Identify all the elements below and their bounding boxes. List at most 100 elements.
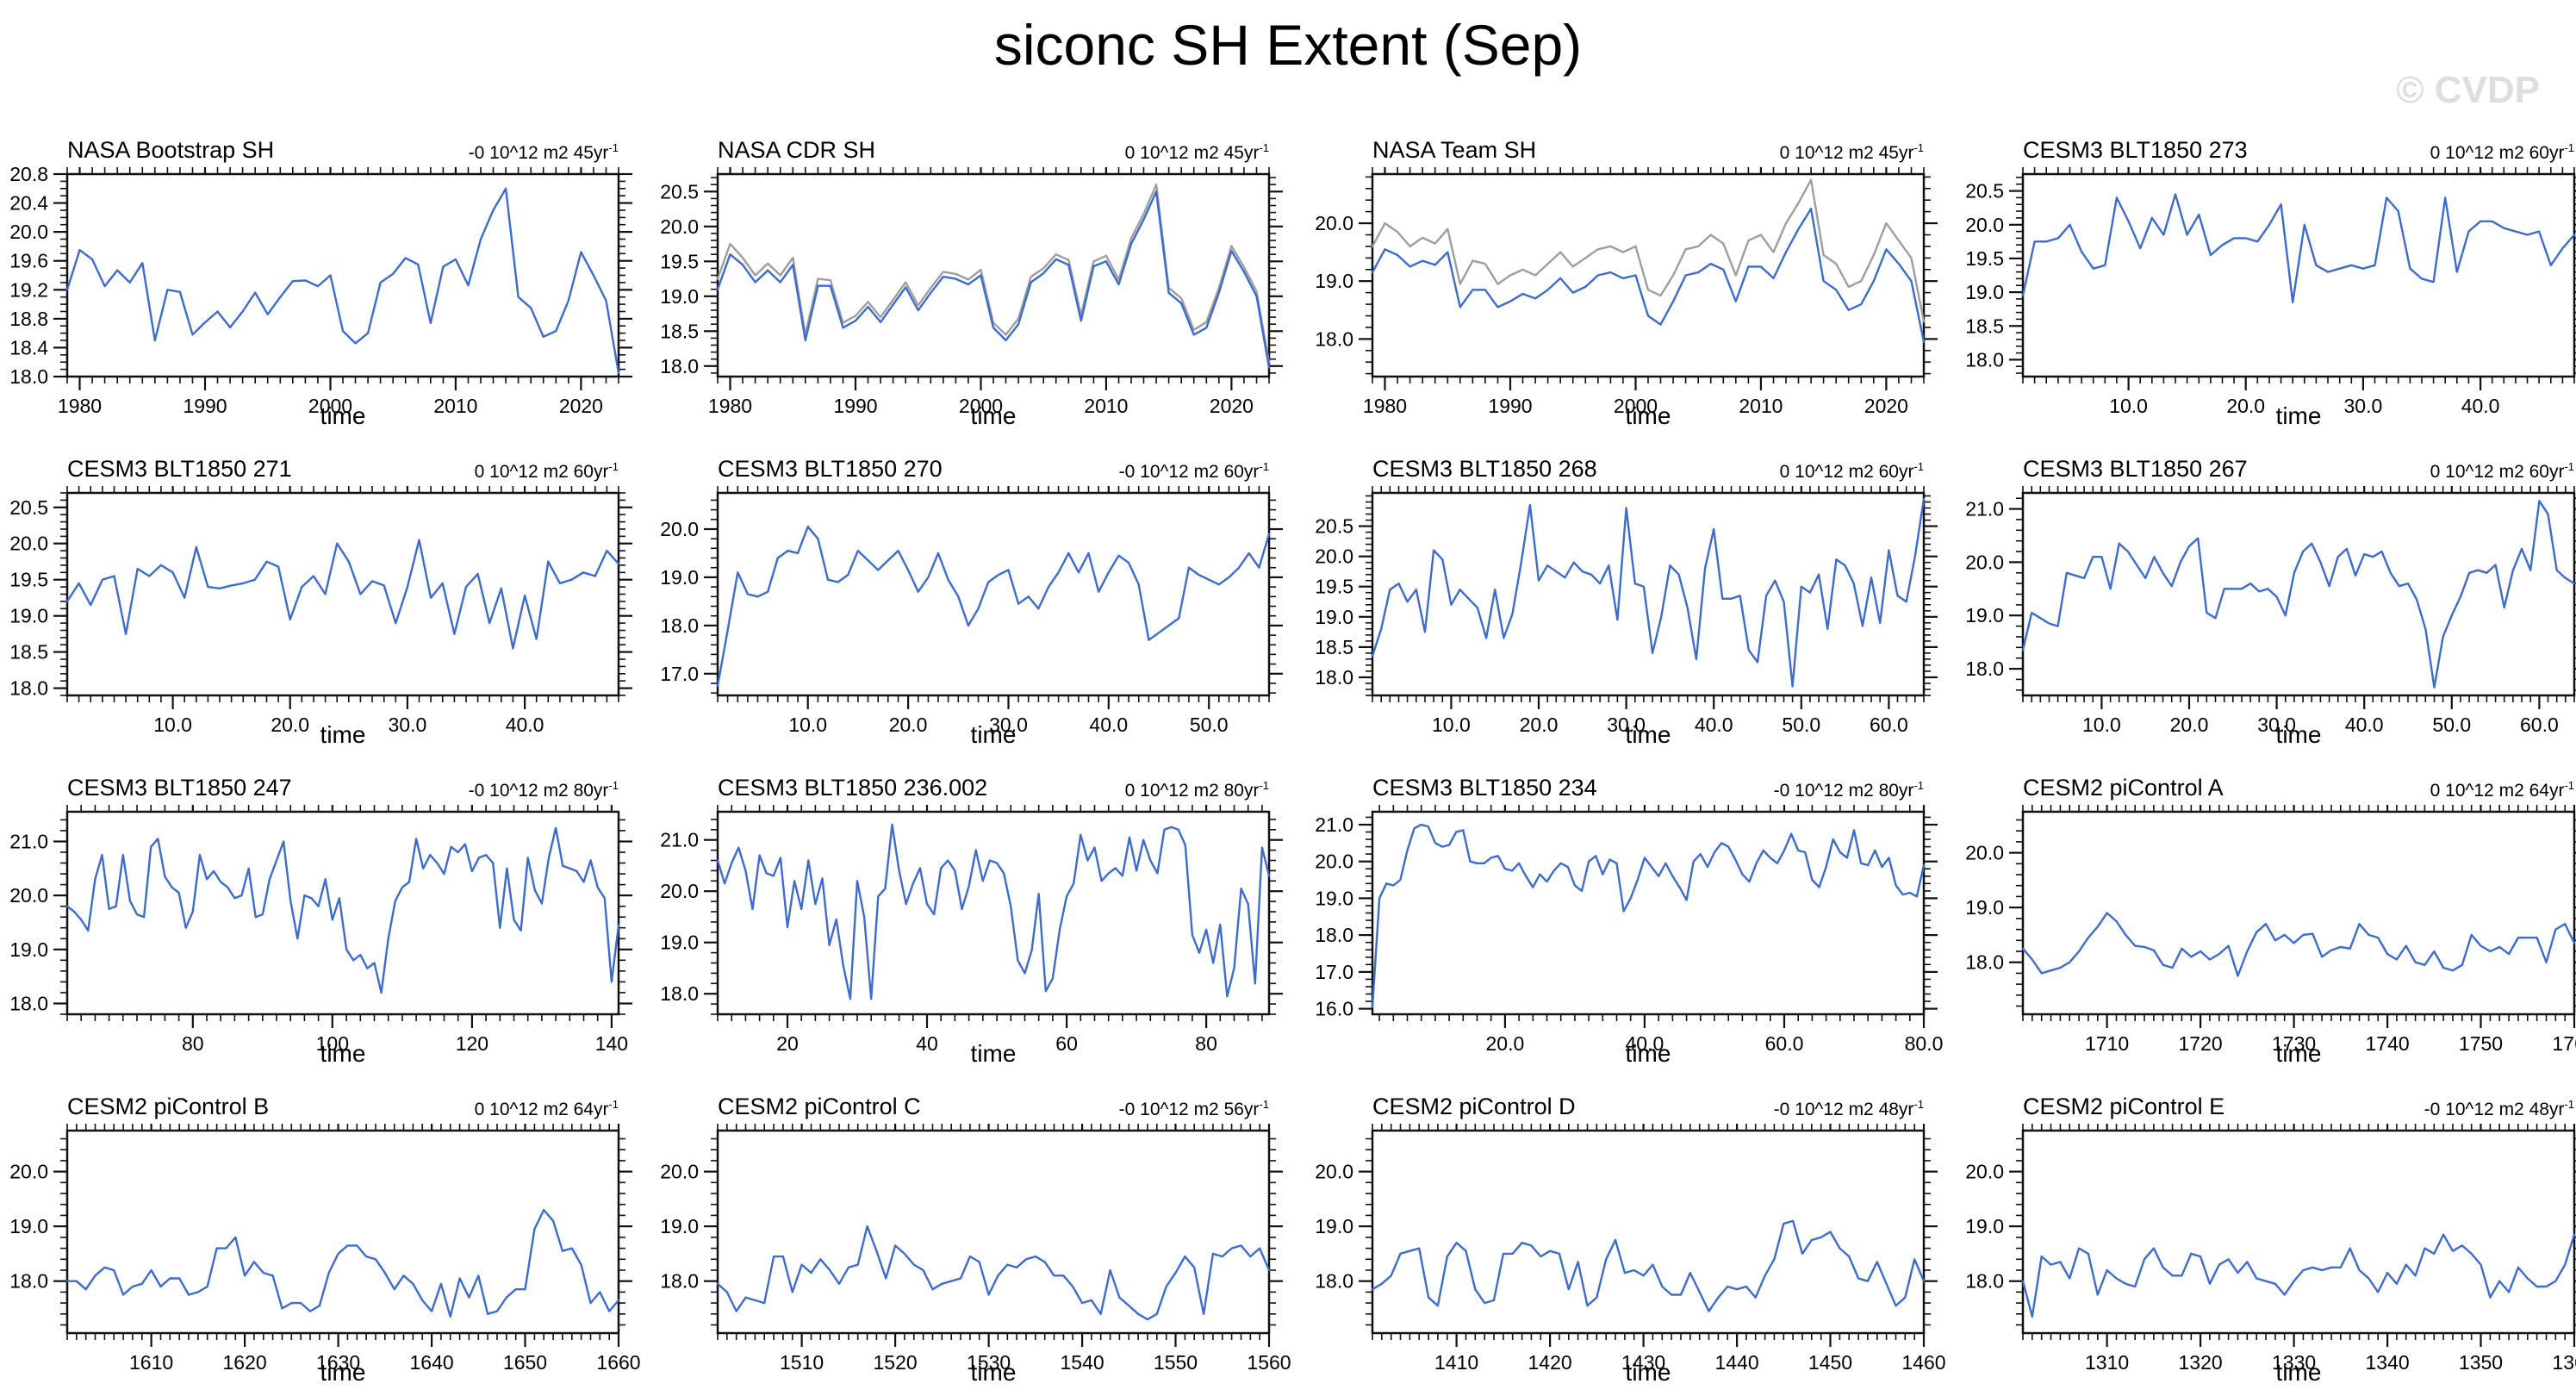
y-tick-label: 18.8 xyxy=(9,308,48,330)
trend-exponent: -1 xyxy=(1913,141,1924,154)
trend-exponent: -1 xyxy=(1259,1098,1269,1111)
trend-value: 0 10^12 m2 60yr xyxy=(2430,143,2565,163)
x-tick-label: 40.0 xyxy=(1626,1032,1664,1055)
panel-plot: 1980 1990 2000 2010 2020 18.0 18.5 19.0 19.5 20.0… xyxy=(660,167,1283,429)
x-tick-label: 1510 xyxy=(780,1351,824,1374)
y-tick-label: 18.5 xyxy=(9,641,48,664)
x-tick-label: 1360 xyxy=(2552,1351,2576,1374)
y-tick-label: 18.0 xyxy=(660,1270,699,1293)
x-tick-label: 1990 xyxy=(183,395,227,417)
x-axis-title: time xyxy=(320,1359,366,1386)
panel-trend-label: 0 10^12 m2 60yr-1 xyxy=(2430,460,2574,483)
x-tick-label: 20 xyxy=(776,1032,799,1055)
y-tick-label: 20.0 xyxy=(1315,1161,1353,1183)
panel-plot: 1710 1720 1730 1740 1750 1760 18.0 19.0 20.0 time xyxy=(1965,805,2576,1067)
x-tick-label: 20.0 xyxy=(1520,714,1559,736)
y-tick-label: 19.5 xyxy=(1315,576,1353,598)
chart-panel: CESM2 piControl D -0 10^12 m2 48yr-1 1410 1… xyxy=(1305,1086,1949,1396)
y-tick-label: 19.0 xyxy=(1965,896,2004,919)
y-tick-label: 20.0 xyxy=(660,215,699,238)
panel-title: CESM2 piControl C xyxy=(718,1094,921,1119)
panel-title: CESM3 BLT1850 271 xyxy=(67,456,292,482)
x-tick-label: 2020 xyxy=(1864,395,1908,417)
series-line xyxy=(1371,208,1926,343)
x-tick-label: 30.0 xyxy=(2344,395,2383,417)
y-tick-label: 19.5 xyxy=(9,569,48,591)
trend-exponent: -1 xyxy=(608,779,619,792)
y-tick-label: 19.0 xyxy=(9,605,48,627)
panel-title: NASA Team SH xyxy=(1372,137,1537,163)
x-tick-label: 1560 xyxy=(1247,1351,1291,1374)
y-tick-label: 20.0 xyxy=(9,533,48,555)
panel-trend-label: 0 10^12 m2 45yr-1 xyxy=(1125,141,1269,164)
y-tick-label: 18.0 xyxy=(660,982,699,1005)
trend-exponent: -1 xyxy=(1913,460,1924,473)
x-tick-label: 1540 xyxy=(1061,1351,1104,1374)
series-line xyxy=(1371,1219,1926,1312)
x-tick-label: 2000 xyxy=(1614,395,1658,417)
y-tick-label: 18.5 xyxy=(1965,315,2004,337)
y-tick-label: 19.0 xyxy=(1965,604,2004,626)
x-axis-title: time xyxy=(971,721,1017,748)
x-axis-title: time xyxy=(320,1040,366,1067)
panel-trend-label: -0 10^12 m2 56yr-1 xyxy=(1119,1098,1269,1120)
y-tick-label: 20.0 xyxy=(1965,551,2004,573)
x-tick-label: 1320 xyxy=(2179,1351,2223,1374)
y-tick-label: 20.0 xyxy=(1315,851,1353,873)
y-tick-label: 21.0 xyxy=(9,831,48,853)
x-tick-label: 20.0 xyxy=(2226,395,2265,417)
y-tick-label: 19.0 xyxy=(660,285,699,308)
y-tick-label: 18.0 xyxy=(1965,348,2004,371)
x-tick-label: 1740 xyxy=(2366,1032,2410,1055)
trend-exponent: -1 xyxy=(608,460,619,473)
series-line xyxy=(2021,1233,2576,1318)
trend-value: 0 10^12 m2 45yr xyxy=(1124,143,1260,163)
y-tick-label: 19.5 xyxy=(1965,247,2004,270)
trend-exponent: -1 xyxy=(2564,779,2574,792)
series-line xyxy=(716,184,1271,365)
panel-trend-label: 0 10^12 m2 64yr-1 xyxy=(475,1098,619,1120)
x-axis-title: time xyxy=(2276,402,2322,429)
x-tick-label: 1990 xyxy=(1488,395,1532,417)
x-tick-label: 2020 xyxy=(559,395,603,417)
series-line xyxy=(716,190,1271,369)
x-tick-label: 1750 xyxy=(2459,1032,2503,1055)
series-line xyxy=(716,823,1271,1000)
y-tick-label: 20.5 xyxy=(1315,515,1353,538)
x-tick-label: 1650 xyxy=(503,1351,547,1374)
panel-plot: 10.0 20.0 30.0 40.0 18.0 18.5 19.0 19.5 20.0 20.5… xyxy=(1965,167,2576,429)
y-tick-label: 19.0 xyxy=(9,1215,48,1237)
x-tick-label: 1710 xyxy=(2085,1032,2129,1055)
x-axis-title: time xyxy=(2276,1040,2322,1067)
x-tick-label: 10.0 xyxy=(153,714,192,736)
series-line xyxy=(1371,823,1926,1008)
chart-panel: CESM3 BLT1850 236.002 0 10^12 m2 80yr-1 20… xyxy=(650,767,1294,1086)
x-tick-label: 30.0 xyxy=(1607,714,1646,736)
x-tick-label: 2010 xyxy=(1739,395,1783,417)
y-tick-label: 20.0 xyxy=(660,1161,699,1183)
trend-value: -0 10^12 m2 60yr xyxy=(1118,462,1260,482)
x-axis-title: time xyxy=(320,721,366,748)
chart-panel: CESM3 BLT1850 273 0 10^12 m2 60yr-1 10.0 20… xyxy=(1956,129,2576,448)
x-tick-label: 10.0 xyxy=(788,714,827,736)
trend-exponent: -1 xyxy=(1259,460,1269,473)
trend-value: -0 10^12 m2 80yr xyxy=(468,781,609,801)
y-tick-label: 18.0 xyxy=(9,365,48,388)
x-tick-label: 1640 xyxy=(410,1351,454,1374)
x-tick-label: 2020 xyxy=(1210,395,1254,417)
y-tick-label: 17.0 xyxy=(660,663,699,685)
x-tick-label: 1980 xyxy=(58,395,102,417)
x-tick-label: 2010 xyxy=(433,395,477,417)
y-tick-label: 18.5 xyxy=(1315,636,1353,658)
x-tick-label: 1340 xyxy=(2366,1351,2410,1374)
y-tick-label: 20.0 xyxy=(9,1161,48,1183)
x-tick-label: 60.0 xyxy=(2520,714,2559,736)
x-tick-label: 60.0 xyxy=(1870,714,1908,736)
panel-trend-label: 0 10^12 m2 60yr-1 xyxy=(475,460,619,483)
panel-title: CESM2 piControl E xyxy=(2023,1094,2225,1119)
x-tick-label: 2000 xyxy=(959,395,1003,417)
trend-value: 0 10^12 m2 60yr xyxy=(474,462,609,482)
panel-plot: 20 40 60 80 18.0 19.0 20.0 21.0 time xyxy=(660,805,1283,1067)
panel-plot: 10.0 20.0 30.0 40.0 50.0 60.0 18.0 19.0 20.0 21.0… xyxy=(1965,486,2576,748)
